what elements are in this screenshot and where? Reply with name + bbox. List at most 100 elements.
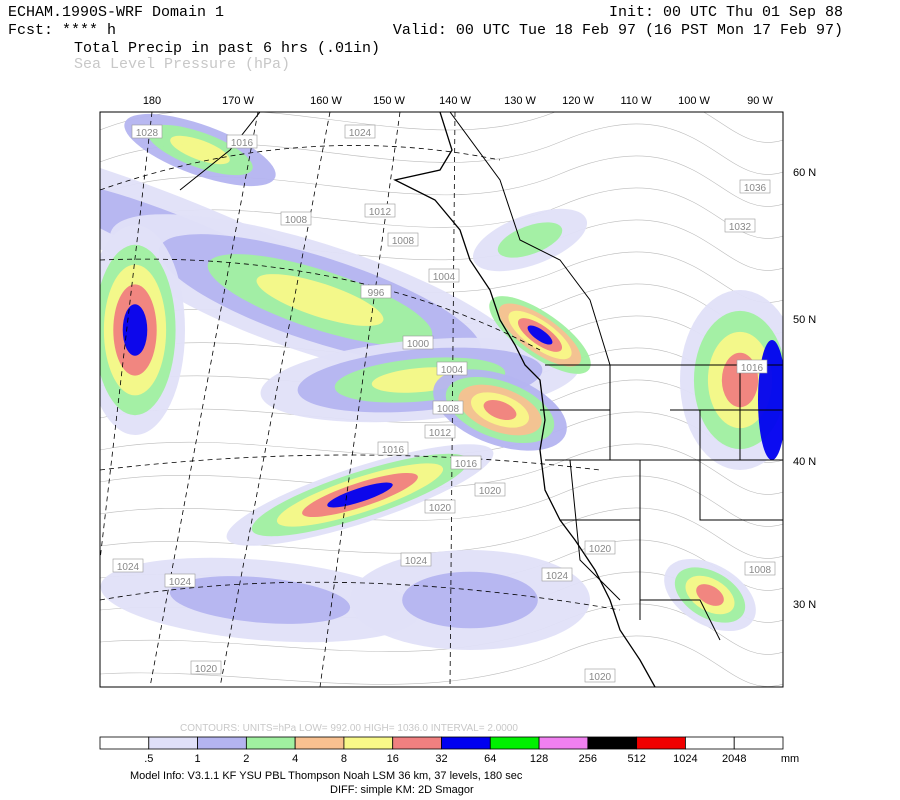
isobar-label: 1020 xyxy=(195,664,218,675)
colorbar-swatch xyxy=(245,736,296,750)
precip-area xyxy=(402,571,538,629)
colorbar-swatch xyxy=(685,736,735,750)
forecast-hour: Fcst: **** h xyxy=(8,22,116,39)
isobar-label-box xyxy=(112,558,144,573)
isobar-label: 1004 xyxy=(441,365,464,376)
longitude-label: 170 W xyxy=(222,95,254,107)
longitude-label: 150 W xyxy=(373,95,405,107)
border xyxy=(699,410,783,521)
isobar-label-box xyxy=(424,424,456,439)
isobar-label-box xyxy=(744,561,776,576)
map-area: 1028 1024 1016 1012 1008 1008 1004 996 1000 1004 1… xyxy=(100,112,783,687)
isobar-label: 1020 xyxy=(429,503,452,514)
latitude-label: 40 N xyxy=(793,456,816,468)
field-title: Total Precip in past 6 hrs (.01in) xyxy=(74,40,380,57)
isobar-label: 1036 xyxy=(744,183,767,194)
valid-time: Valid: 00 UTC Tue 18 Feb 97 (16 PST Mon … xyxy=(393,22,843,39)
init-time: Init: 00 UTC Thu 01 Sep 88 xyxy=(609,4,843,21)
longitude-label: 110 W xyxy=(621,95,653,107)
isobar-label-box xyxy=(432,400,464,415)
isobar-label: 1016 xyxy=(741,363,764,374)
colorbar-swatch xyxy=(343,736,394,750)
isobar-label: 1020 xyxy=(589,544,612,555)
graticule xyxy=(319,112,401,687)
colorbar-level: 4 xyxy=(292,753,298,765)
isobar-label: 1016 xyxy=(231,138,254,149)
longitude-label: 140 W xyxy=(439,95,471,107)
graticule xyxy=(100,581,621,611)
isobar-label: 996 xyxy=(368,288,385,299)
colorbar-level: .5 xyxy=(144,753,153,765)
isobar-label-box xyxy=(739,179,771,194)
colorbar-level: 128 xyxy=(530,753,548,765)
map-frame xyxy=(99,111,784,688)
precip-area xyxy=(696,584,724,606)
precip-area xyxy=(122,304,148,356)
isobar-label-box xyxy=(736,359,768,374)
isobar-label-box xyxy=(387,232,419,247)
graticule xyxy=(100,258,541,351)
graticule xyxy=(149,112,259,687)
isobar-label-box xyxy=(724,218,756,233)
border xyxy=(179,112,261,191)
isobar-label-box xyxy=(226,134,258,149)
isobar-label-box xyxy=(450,455,482,470)
isobar-line xyxy=(100,112,783,143)
isobar-line xyxy=(100,443,783,495)
precip-area xyxy=(497,222,563,258)
colorbar-swatch xyxy=(489,736,540,750)
colorbar-swatch xyxy=(392,736,442,750)
isobar-label: 1024 xyxy=(169,577,192,588)
isobar-label-box xyxy=(400,552,432,567)
longitude-label: 120 W xyxy=(562,95,594,107)
colorbar-swatch xyxy=(538,736,589,750)
isobar-label: 1008 xyxy=(437,404,460,415)
isobar-label-box xyxy=(190,660,222,675)
colorbar-level: 2048 xyxy=(722,753,746,765)
graticule xyxy=(100,145,501,191)
isobar-label: 1016 xyxy=(455,459,478,470)
isobar-label-box xyxy=(280,211,312,226)
isobar-label: 1028 xyxy=(136,128,159,139)
precip-area xyxy=(169,576,351,624)
model-title: ECHAM.1990S-WRF Domain 1 xyxy=(8,4,224,21)
colorbar-level: 256 xyxy=(579,753,597,765)
isobar-label-box xyxy=(402,335,434,350)
coastline xyxy=(393,112,656,687)
colorbar-unit: mm xyxy=(781,753,799,765)
isobar-label: 1024 xyxy=(546,571,569,582)
isobar-label-box xyxy=(360,284,392,299)
isobar-label: 1008 xyxy=(392,236,415,247)
border xyxy=(640,599,721,641)
isobar-line xyxy=(100,475,783,527)
longitude-label: 90 W xyxy=(747,95,773,107)
isobar-label-box xyxy=(131,124,163,139)
isobar-label: 1032 xyxy=(729,222,752,233)
colorbar-level: 32 xyxy=(435,753,447,765)
border xyxy=(449,112,611,366)
colorbar: .5 1 2 4 8 16 32 64 128 256 512 1024 2048 mm xyxy=(99,736,799,765)
graticule xyxy=(100,112,153,561)
precip-area xyxy=(170,135,230,165)
isobar-label-box xyxy=(584,540,616,555)
colorbar-level: 1 xyxy=(195,753,201,765)
colorbar-swatch xyxy=(99,736,150,750)
isobar-label-box xyxy=(584,668,616,683)
field-subtitle: Sea Level Pressure (hPa) xyxy=(74,56,290,73)
contour-info: CONTOURS: UNITS=hPa LOW= 992.00 HIGH= 10… xyxy=(180,723,518,734)
border xyxy=(569,459,621,601)
isobar-label: 1024 xyxy=(405,556,428,567)
isobar-label-box xyxy=(344,124,376,139)
isobar-label-box xyxy=(364,203,396,218)
isobar-label: 1012 xyxy=(369,207,392,218)
colorbar-level: 16 xyxy=(387,753,399,765)
colorbar-swatch xyxy=(441,736,491,750)
longitude-label: 100 W xyxy=(678,95,710,107)
isobar-label-box xyxy=(377,441,409,456)
isobar-label-box xyxy=(424,499,456,514)
longitude-label: 160 W xyxy=(310,95,342,107)
isobar-label: 1020 xyxy=(589,672,612,683)
isobar-label: 1004 xyxy=(433,272,456,283)
